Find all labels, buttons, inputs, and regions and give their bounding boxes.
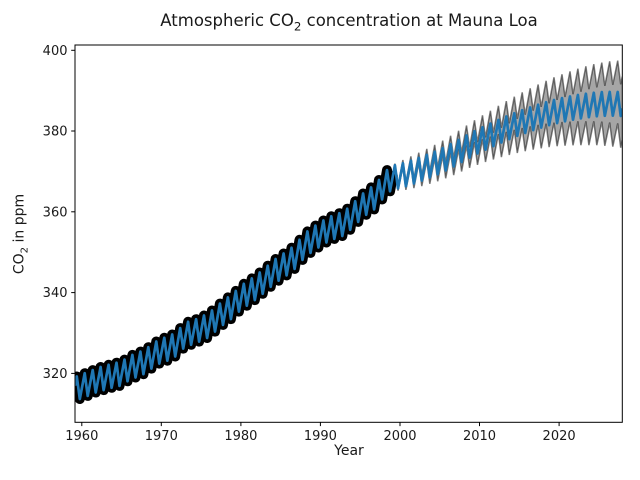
y-tick-label: 400 [43, 44, 68, 59]
y-axis-label-subscript: 2 [19, 246, 31, 254]
chart-title-text-post: concentration at Mauna Loa [301, 11, 538, 30]
x-tick-label: 2010 [463, 429, 496, 444]
x-tick-label: 1990 [304, 429, 337, 444]
y-tick-label: 340 [43, 286, 68, 301]
y-tick-label: 380 [43, 125, 68, 140]
y-axis-label-text-post: in ppm [11, 193, 28, 247]
y-axis-label: CO2 in ppm [12, 194, 31, 274]
x-tick-label: 2020 [543, 429, 576, 444]
axes-spines [74, 44, 623, 423]
axis-ticks: 1960 1970 1980 1990 2000 2010 2020 320 340 360 380… [43, 44, 576, 444]
chart-title: Atmospheric CO2 concentration at Mauna L… [75, 11, 623, 33]
chart-title-text: Atmospheric CO [160, 11, 294, 30]
x-tick-label: 2000 [383, 429, 416, 444]
y-tick-label: 320 [43, 367, 68, 382]
chart-title-subscript: 2 [293, 19, 302, 34]
x-axis-label: Year [334, 443, 364, 459]
x-tick-label: 1960 [65, 429, 98, 444]
y-axis-label-text: CO [11, 253, 28, 275]
y-tick-label: 360 [43, 205, 68, 220]
x-tick-label: 1970 [145, 429, 178, 444]
gp-mean-line [75, 90, 623, 401]
series-group [75, 60, 623, 404]
x-tick-label: 1980 [224, 429, 257, 444]
